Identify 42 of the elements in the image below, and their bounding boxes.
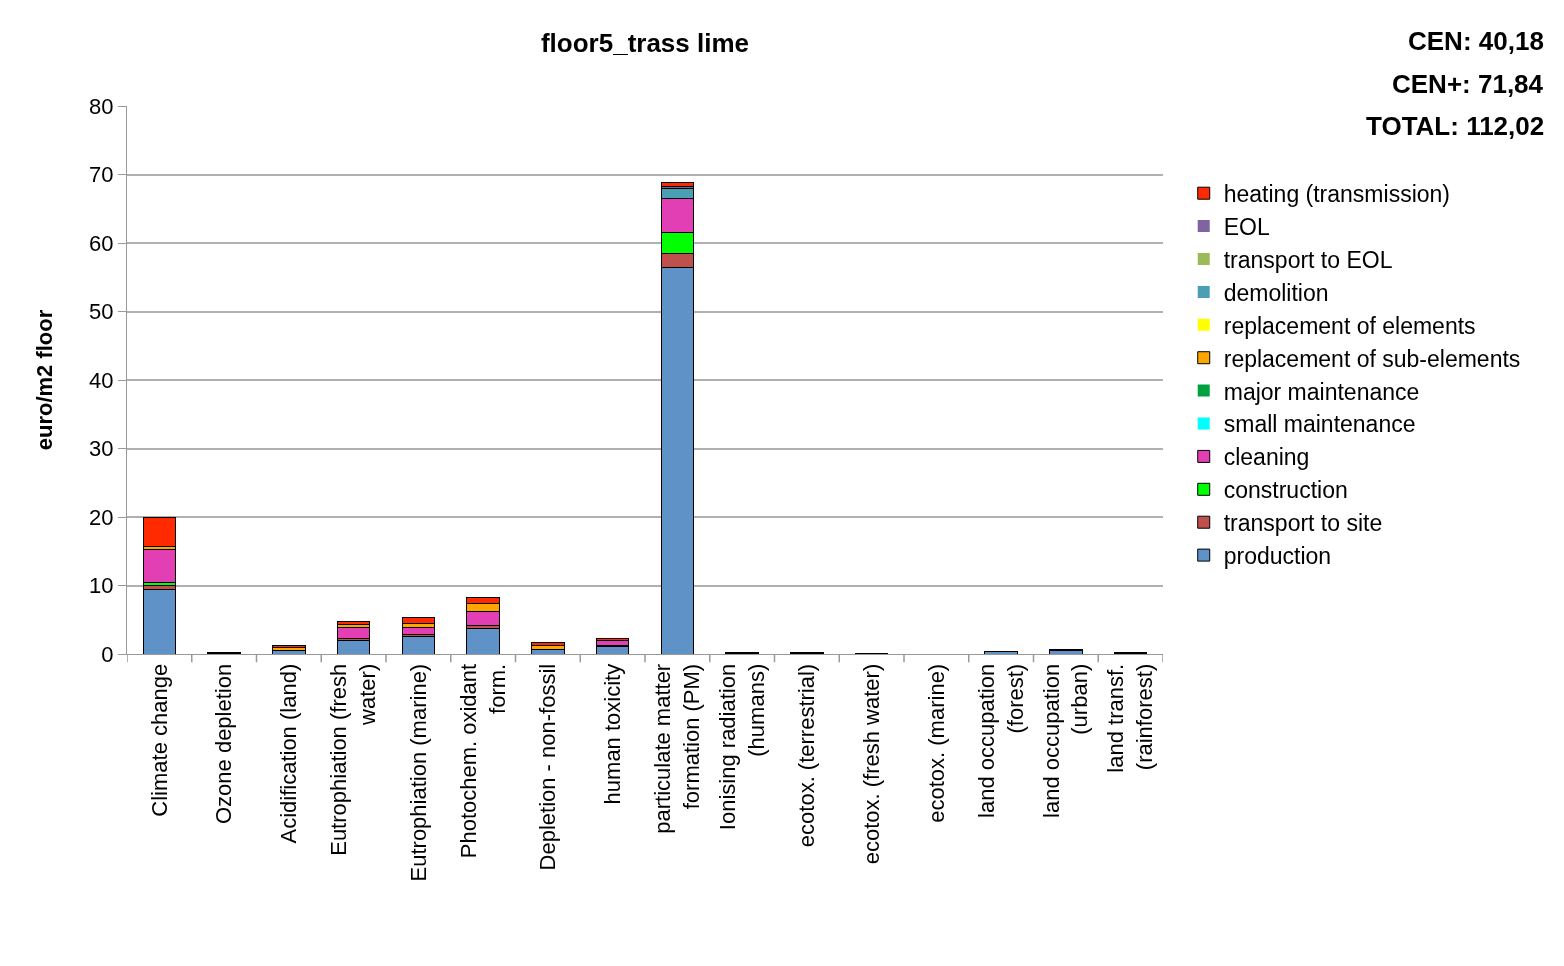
y-tick-label: 40 bbox=[89, 367, 114, 393]
x-tick-label: particulate matter formation (PM) bbox=[650, 663, 704, 834]
text: TOTAL: 112,02 bbox=[1366, 111, 1545, 141]
y-tick-label: 50 bbox=[89, 299, 114, 325]
x-tick-label: Photochem. oxidant form. bbox=[455, 663, 510, 859]
legend-label: major maintenance bbox=[1223, 378, 1420, 405]
y-tick-label: 80 bbox=[89, 93, 114, 119]
y-axis-title: euro/m2 floor bbox=[31, 309, 57, 451]
y-tick-label: 60 bbox=[89, 230, 114, 256]
legend-label: transport to EOL bbox=[1223, 246, 1393, 273]
x-tick-label: ecotox. (fresh water) bbox=[858, 663, 884, 865]
text: CEN: 40,18 bbox=[1408, 26, 1544, 56]
x-tick-label: ecotox. (marine) bbox=[923, 663, 949, 823]
x-tick-label: human toxicity bbox=[599, 663, 625, 805]
x-tick-label: Eutrophiation (marine) bbox=[405, 663, 431, 882]
legend-label: heating (transmission) bbox=[1223, 181, 1450, 208]
legend-label: demolition bbox=[1223, 279, 1329, 306]
legend-label: production bbox=[1223, 543, 1332, 570]
legend-label: small maintenance bbox=[1223, 411, 1416, 438]
x-tick-label: ecotox. (terrestrial) bbox=[794, 663, 820, 848]
y-tick-label: 0 bbox=[101, 641, 114, 667]
x-tick-label: Eutrophiation (fresh water) bbox=[326, 663, 381, 856]
legend-label: replacement of elements bbox=[1223, 312, 1476, 339]
y-tick-label: 20 bbox=[89, 504, 114, 530]
x-tick-label: Climate change bbox=[146, 663, 172, 817]
x-tick-label: Ozone depletion bbox=[211, 663, 237, 825]
y-tick-label: 10 bbox=[89, 573, 114, 599]
x-tick-label: Ionising radiation (humans) bbox=[714, 663, 769, 831]
x-tick-label: land occupation (urban) bbox=[1038, 663, 1093, 818]
x-tick-label: Acidification (land) bbox=[276, 663, 302, 844]
x-tick-label: land transf. (rainforest) bbox=[1103, 663, 1158, 773]
y-tick-label: 70 bbox=[89, 162, 114, 188]
legend-label: replacement of sub-elements bbox=[1223, 345, 1521, 372]
text: CEN+: 71,84 bbox=[1392, 69, 1544, 99]
x-tick-label: Depletion - non-fossil bbox=[535, 663, 561, 871]
legend-label: EOL bbox=[1223, 214, 1270, 241]
chart-title: floor5_trass lime bbox=[540, 28, 750, 59]
legend-label: cleaning bbox=[1223, 444, 1310, 471]
legend-label: transport to site bbox=[1223, 510, 1383, 537]
legend-label: construction bbox=[1223, 477, 1348, 504]
y-tick-label: 30 bbox=[89, 436, 114, 462]
x-tick-label: land occupation (forest) bbox=[973, 663, 1028, 818]
